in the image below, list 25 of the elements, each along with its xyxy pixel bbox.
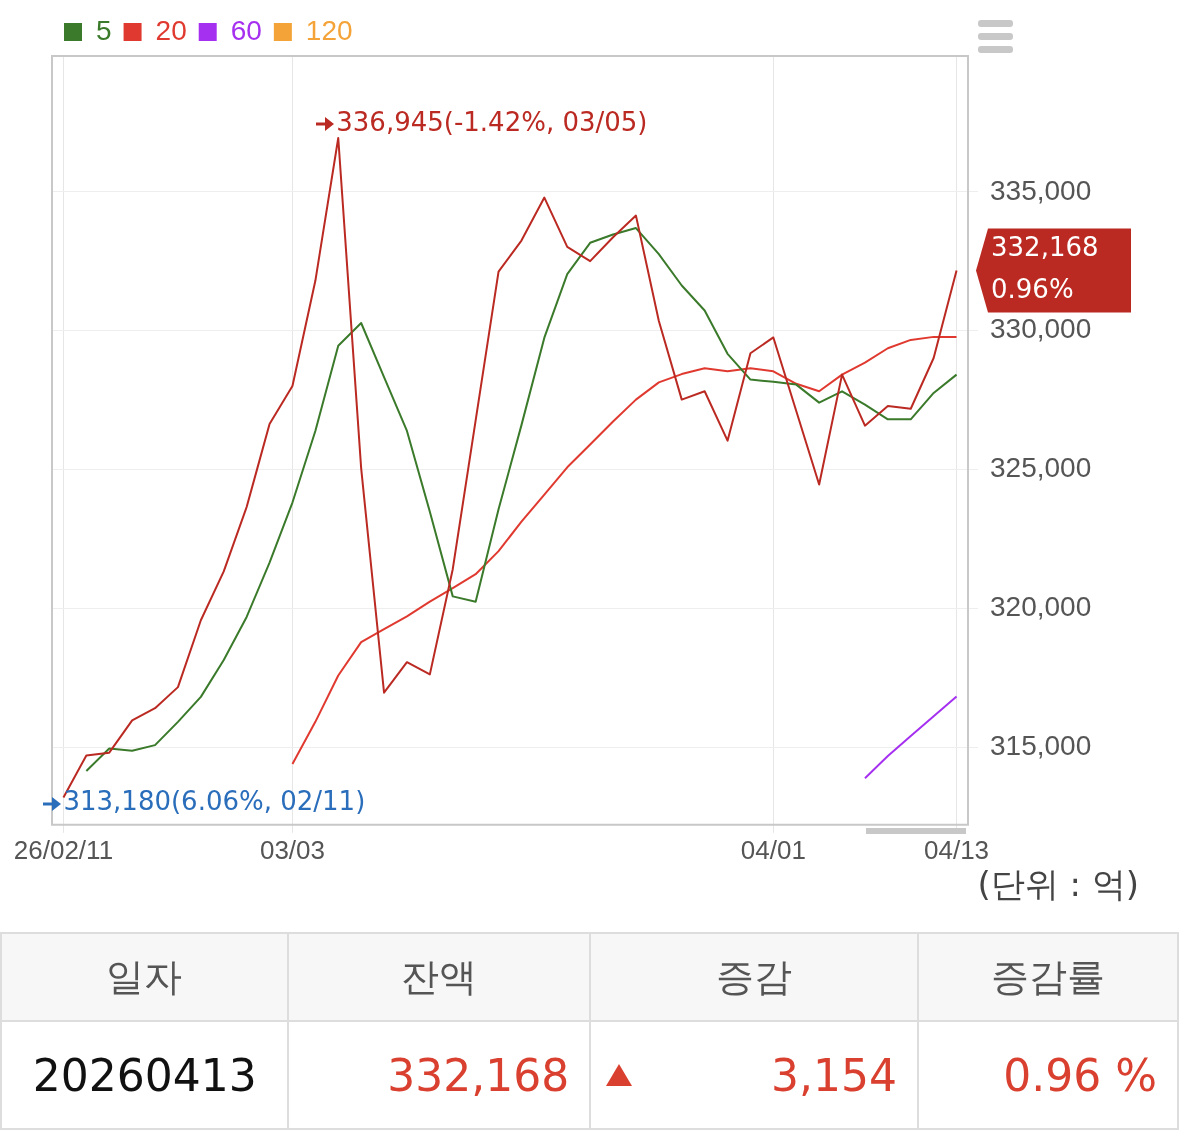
x-tick-label: 04/13 — [924, 834, 990, 865]
text: 증감률 — [917, 933, 1178, 1021]
legend-label: 5 — [96, 14, 112, 46]
annotation: 313,180(6.06%, 02/11) — [63, 786, 366, 817]
text: 0.96 % — [917, 1021, 1178, 1129]
text: 332,168 0.96% — [991, 232, 1099, 305]
x-tick-label: 03/03 — [259, 834, 325, 865]
y-tick-label: 325,000 — [990, 452, 1092, 484]
legend-label: 120 — [305, 14, 353, 46]
text: 잔액 — [287, 933, 591, 1021]
legend-label: 60 — [230, 14, 262, 46]
annotation: 336,945(-1.42%, 03/05) — [336, 106, 648, 137]
y-tick-label: 330,000 — [990, 313, 1092, 345]
y-tick-label: 320,000 — [990, 591, 1092, 623]
text: 증감 — [590, 933, 918, 1021]
legend-label: 20 — [155, 14, 187, 46]
text: 20260413 — [1, 1021, 288, 1129]
text: 332,168 — [287, 1021, 591, 1129]
text: 3,154 — [590, 1021, 918, 1129]
y-tick-label: 315,000 — [990, 729, 1092, 761]
y-tick-label: 335,000 — [990, 174, 1092, 206]
text: 일자 — [1, 933, 288, 1021]
x-tick-label: 04/01 — [740, 834, 806, 865]
x-tick-label: 26/02/11 — [13, 834, 114, 865]
text: (단위 : 억) — [977, 863, 1139, 906]
